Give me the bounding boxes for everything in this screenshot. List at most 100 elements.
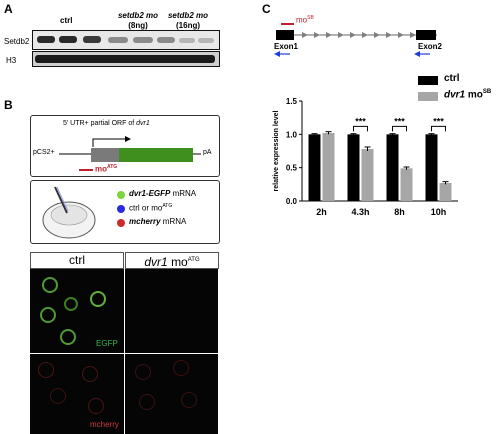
mcherry-embryo [181, 392, 197, 408]
gene-map-svg [274, 23, 437, 57]
embryo-injection-illustration [42, 186, 96, 239]
legend-dot-red [117, 219, 125, 227]
intron-arrows [302, 32, 416, 38]
western-blot-setdb2 [32, 30, 220, 50]
legend-mcherry-gene: mcherry [129, 217, 161, 226]
injection-box: dvr1-EGFP mRNA ctrl or moATG mcherry mRN… [30, 180, 220, 244]
legend-dot-blue [117, 205, 125, 213]
bar-ctrl-8h [386, 134, 399, 201]
y-tick-label: 1.5 [286, 97, 298, 106]
legend-ctrl-or-mo: ctrl or moATG [129, 203, 172, 213]
legend-dvr1-gene: dvr1 [444, 89, 466, 101]
legend-mcherry-suffix: mRNA [160, 217, 187, 226]
legend-ctrl-sup: ATG [162, 203, 173, 209]
legend-egfp-mrna: dvr1-EGFP mRNA [129, 189, 196, 198]
construct-title-gene: dvr1 [136, 120, 150, 127]
blot-band [198, 38, 214, 43]
legend-swatch-dvr1 [418, 92, 438, 101]
blot-band [108, 37, 128, 43]
panel-a-label: A [4, 2, 13, 16]
western-blot-h3 [32, 51, 220, 67]
lane-label-16ng-dose: (16ng) [176, 21, 200, 30]
legend-ctrl-text: ctrl or mo [129, 203, 163, 213]
egfp-embryo [42, 277, 58, 293]
mcherry-embryo [135, 364, 151, 380]
y-tick-label: 0.5 [286, 164, 298, 173]
egfp-embryo [64, 297, 78, 311]
blot-band [157, 37, 175, 43]
bar-ctrl-4.3h [347, 134, 360, 201]
mcherry-embryo [173, 360, 189, 376]
legend-swatch-ctrl [418, 76, 438, 85]
legend-label-ctrl: ctrl [444, 73, 460, 84]
micrograph-header-mo: dvr1 moATG [125, 252, 219, 269]
significance-bracket [353, 125, 368, 132]
construct-right-label: pA [203, 149, 212, 156]
gene-map-mo-label: moSB [296, 15, 314, 25]
mcherry-embryo [82, 366, 98, 382]
header-mo-text: mo [171, 255, 188, 269]
construct-title: 5' UTR+ partial ORF of dvr1 [63, 120, 150, 127]
mcherry-embryo [38, 362, 54, 378]
egfp-embryo [40, 307, 56, 323]
legend-dvr1-sup: SB [482, 89, 492, 95]
significance-label: *** [433, 116, 444, 126]
bar-ctrl-2h [308, 134, 321, 201]
header-mo-gene: dvr1 [144, 255, 168, 269]
blot-band [35, 55, 215, 63]
lane-label-16ng-name: setdb2 mo [167, 11, 208, 20]
x-tick-label: 4.3h [351, 207, 369, 217]
egfp-embryo [60, 329, 76, 345]
legend-dvr1-mid: mo [465, 89, 483, 101]
x-tick-label: 2h [316, 207, 327, 217]
significance-bracket [431, 125, 446, 132]
bar-ctrl-10h [425, 134, 438, 201]
bar-dvr1-4.3h [361, 149, 374, 201]
y-tick-label: 1.0 [286, 130, 298, 139]
legend-dot-green [117, 191, 125, 199]
construct-mo-sup: ATG [107, 164, 118, 170]
legend-egfp-suffix: mRNA [170, 189, 197, 198]
micrograph-egfp-ctrl: EGFP [30, 269, 124, 353]
construct-title-prefix: 5' UTR+ partial ORF of [63, 120, 137, 127]
construct-diagram-box: 5' UTR+ partial ORF of dvr1 pCS2+ pA moA… [30, 115, 220, 177]
blot-band [179, 38, 195, 43]
significance-label: *** [394, 116, 405, 126]
egfp-channel-label: EGFP [96, 339, 118, 348]
bar-dvr1-2h [322, 133, 335, 201]
legend-label-dvr1: dvr1 moSB [444, 89, 491, 100]
significance-label: *** [355, 116, 366, 126]
mcherry-embryo [88, 398, 104, 414]
mcherry-channel-label: mcherry [90, 420, 119, 429]
mcherry-embryo [139, 394, 155, 410]
panel-c-label: C [262, 2, 271, 16]
blot-band [37, 36, 55, 43]
x-tick-label: 8h [394, 207, 405, 217]
y-tick-label: 0.0 [286, 197, 298, 206]
row-label-h3: H3 [6, 56, 17, 65]
header-ctrl-text: ctrl [69, 253, 85, 267]
significance-bracket [392, 125, 407, 132]
micrograph-mcherry-ctrl: mcherry [30, 354, 124, 434]
construct-mo-label: moATG [95, 164, 117, 174]
x-tick-label: 10h [431, 207, 447, 217]
micrograph-egfp-mo [125, 269, 218, 353]
bar-dvr1-8h [400, 168, 413, 201]
lane-label-8ng-name: setdb2 mo [117, 11, 158, 20]
legend-mcherry-mrna: mcherry mRNA [129, 217, 186, 226]
blot-band [133, 37, 153, 43]
construct-mo-text: mo [95, 164, 107, 174]
lane-label-ctrl: ctrl [60, 16, 73, 25]
egfp-embryo [90, 291, 106, 307]
expression-bar-chart: 0.0 0.5 1.0 1.5 relative expression level 2h 4… [273, 97, 458, 217]
row-label-setdb2: Setdb2 [4, 37, 30, 46]
lane-label-8ng: setdb2 mo (8ng) [98, 11, 178, 31]
blot-band [59, 36, 77, 43]
micrograph-mcherry-mo [125, 354, 218, 434]
bar-dvr1-10h [439, 183, 452, 201]
blot-band [83, 36, 101, 43]
gene-map-mo-sup: SB [307, 15, 314, 21]
legend-egfp-gene: dvr1-EGFP [129, 189, 171, 198]
lane-label-16ng: setdb2 mo (16ng) [148, 11, 228, 31]
construct-svg [59, 136, 201, 171]
